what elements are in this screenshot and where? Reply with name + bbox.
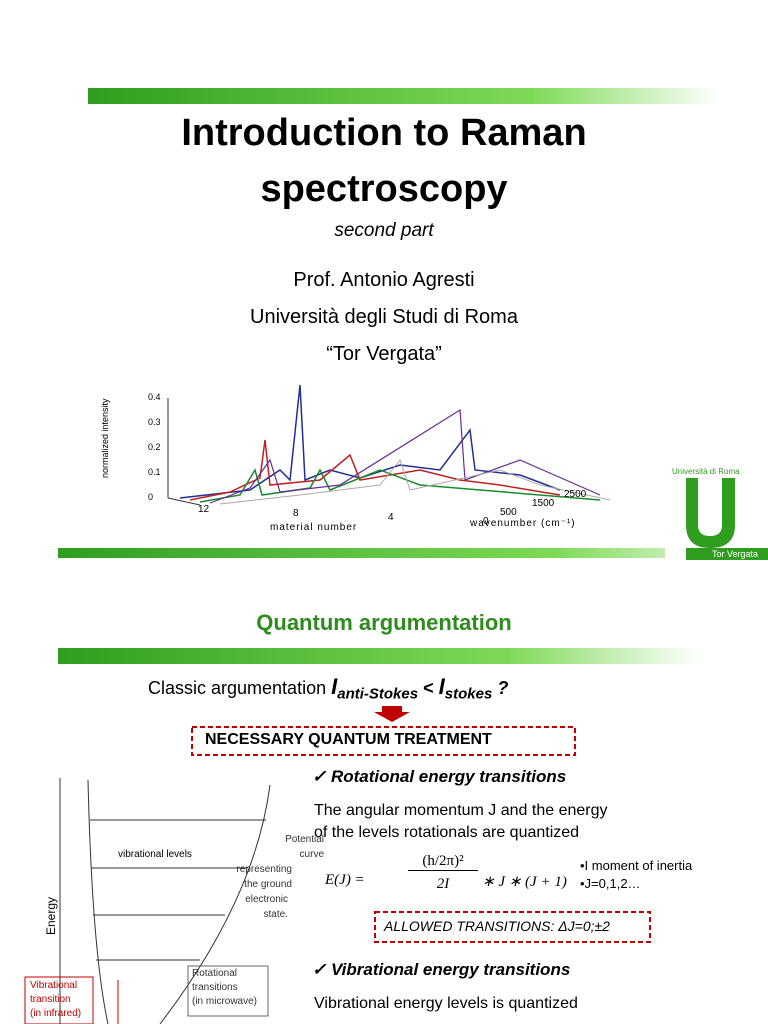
author: Università degli Studi di Roma bbox=[250, 306, 518, 328]
text: Classic argumentation bbox=[148, 678, 327, 698]
title: Introduction to Raman bbox=[181, 112, 587, 154]
axis-label: normalized intensity bbox=[100, 398, 110, 478]
classic-line: Classic argumentation Ianti-Stokes < Ist… bbox=[148, 674, 508, 703]
green-bar bbox=[58, 548, 768, 558]
label: 0.2 bbox=[148, 442, 161, 452]
green-bar bbox=[88, 88, 720, 104]
label: (in infrared) bbox=[30, 1008, 82, 1019]
label: the ground bbox=[244, 879, 292, 890]
logo-text: Università di Roma bbox=[672, 467, 740, 476]
subscript: anti-Stokes bbox=[337, 685, 419, 703]
title: spectroscopy bbox=[260, 168, 508, 210]
label: 0 bbox=[148, 492, 154, 502]
slide-title: Quantum argumentation bbox=[256, 610, 512, 635]
box-text: NECESSARY QUANTUM TREATMENT bbox=[205, 731, 492, 748]
axis-label: material number bbox=[270, 522, 358, 533]
symbol: < bbox=[423, 678, 434, 698]
label: 1500 bbox=[532, 498, 555, 509]
text: Rotational energy transitions bbox=[330, 767, 567, 786]
logo-text: Tor Vergata bbox=[712, 549, 759, 559]
formula: 2I bbox=[436, 876, 450, 892]
author: Prof. Antonio Agresti bbox=[293, 269, 475, 291]
green-bar bbox=[58, 648, 700, 664]
symbol: I bbox=[331, 674, 338, 699]
dashed-box bbox=[191, 726, 576, 756]
subscript: stokes bbox=[444, 685, 493, 703]
label: curve bbox=[299, 849, 324, 860]
text: : ΔJ=0;±2 bbox=[550, 918, 610, 934]
label: Rotational bbox=[192, 968, 238, 979]
label: 12 bbox=[198, 504, 210, 515]
formula: E(J) = bbox=[325, 872, 365, 888]
label: Vibrational bbox=[30, 980, 78, 991]
label: electronic bbox=[245, 894, 288, 905]
energy-diagram bbox=[24, 778, 271, 1024]
label: 500 bbox=[500, 507, 517, 518]
label: state. bbox=[263, 909, 288, 920]
label: 0.3 bbox=[148, 417, 161, 427]
diagram-label: vibrational levels bbox=[118, 849, 192, 860]
axis-label: wavenumber (cm⁻¹) bbox=[470, 518, 576, 529]
heading: ✓ Vibrational energy transitions bbox=[312, 960, 571, 979]
label: transitions bbox=[192, 982, 238, 993]
formula: ∗ J ∗ (J + 1) bbox=[482, 874, 567, 890]
text: ALLOWED TRANSITIONS bbox=[384, 918, 551, 934]
label: 0 bbox=[483, 516, 489, 527]
note: •I moment of inertia bbox=[580, 858, 693, 873]
formula: (h/2π)² bbox=[408, 853, 478, 871]
label: representing bbox=[236, 864, 292, 875]
label: 4 bbox=[388, 512, 394, 523]
label: 8 bbox=[293, 508, 299, 519]
paragraph: The angular momentum J and the energy bbox=[314, 802, 608, 819]
note: •J=0,1,2… bbox=[580, 876, 641, 891]
arrow bbox=[374, 706, 410, 722]
paragraph: Vibrational energy levels is quantized bbox=[314, 995, 578, 1012]
author: “Tor Vergata” bbox=[326, 343, 442, 365]
text: Vibrational energy transitions bbox=[330, 960, 571, 979]
label: Potential bbox=[285, 834, 324, 845]
label: 0.1 bbox=[148, 467, 161, 477]
spectra-figure bbox=[167, 384, 611, 506]
dashed-box bbox=[374, 911, 651, 943]
label: 0.4 bbox=[148, 392, 161, 402]
heading: ✓ Rotational energy transitions bbox=[312, 767, 567, 786]
label: transition bbox=[30, 994, 71, 1005]
symbol: I bbox=[438, 674, 445, 699]
diagram-label: Energy bbox=[44, 896, 58, 935]
label: (in microwave) bbox=[192, 996, 258, 1007]
paragraph: of the levels rotationals are quantized bbox=[314, 824, 580, 841]
symbol: ? bbox=[497, 678, 509, 698]
allowed: ALLOWED TRANSITIONS: ΔJ=0;±2 bbox=[384, 918, 610, 934]
label: 2500 bbox=[564, 489, 587, 500]
subtitle: second part bbox=[334, 220, 434, 241]
logo bbox=[665, 465, 768, 560]
